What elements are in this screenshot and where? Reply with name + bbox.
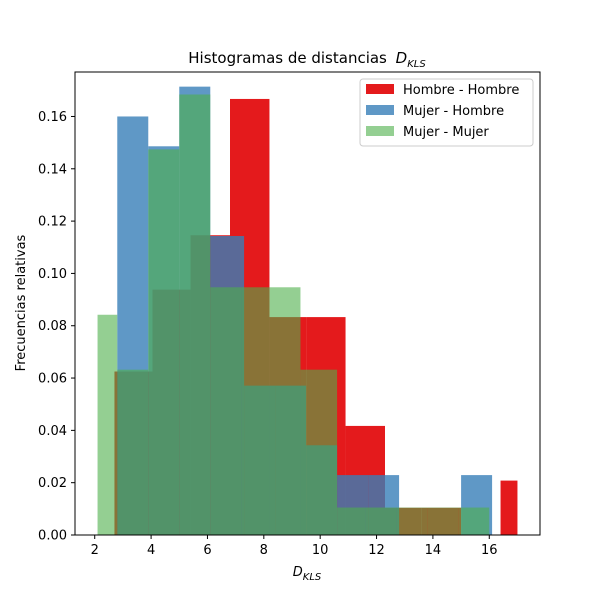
- histogram-bar: [97, 314, 118, 535]
- y-tick-label: 0.08: [38, 319, 67, 334]
- histogram-bar: [300, 369, 338, 535]
- y-tick-label: 0.10: [38, 267, 67, 282]
- y-tick-label: 0.04: [38, 424, 67, 439]
- legend-swatch: [366, 126, 394, 136]
- plot-frame: [74, 71, 541, 536]
- legend-label: Hombre - Hombre: [403, 83, 519, 98]
- y-tick-label: 0.12: [38, 215, 67, 230]
- histogram-bar: [458, 507, 490, 535]
- legend-box: [359, 78, 534, 147]
- x-tick-label: 2: [91, 543, 99, 558]
- y-axis-ticks: 0.00 0.02 0.04 0.06 0.08 0.10 0.12 0.14 0.16: [38, 110, 75, 544]
- histogram-bar: [148, 149, 180, 535]
- histogram-bar: [117, 369, 149, 535]
- y-tick-label: 0.14: [38, 162, 67, 177]
- x-axis-ticks: 2 4 6 8 10 12 14 16: [91, 535, 498, 558]
- y-tick-label: 0.00: [38, 529, 67, 544]
- histogram-bar: [500, 480, 518, 535]
- legend-swatch: [366, 105, 394, 115]
- histogram-bar: [241, 287, 270, 535]
- legend-swatch: [366, 84, 394, 94]
- histogram-bar: [179, 94, 211, 536]
- histogram-bar: [269, 287, 301, 535]
- histogram-bar: [365, 507, 397, 535]
- chart-title: Histogramas de distancias DKLS: [188, 49, 426, 70]
- histogram-bars: [97, 86, 518, 536]
- x-tick-label: 16: [481, 543, 498, 558]
- series-2: [97, 94, 490, 536]
- x-axis-label: DKLS: [293, 565, 322, 583]
- x-tick-label: 14: [425, 543, 442, 558]
- y-tick-label: 0.16: [38, 110, 67, 125]
- histogram-bar: [337, 507, 366, 535]
- legend-label: Mujer - Mujer: [403, 125, 489, 140]
- y-axis-label: Frecuencias relativas: [14, 234, 29, 371]
- x-tick-label: 8: [260, 543, 268, 558]
- y-tick-label: 0.06: [38, 372, 67, 387]
- histogram-bar: [396, 507, 428, 535]
- x-tick-label: 10: [312, 543, 329, 558]
- x-tick-label: 12: [368, 543, 385, 558]
- histogram-bar: [427, 507, 459, 535]
- y-tick-label: 0.02: [38, 476, 67, 491]
- x-tick-label: 4: [147, 543, 155, 558]
- histogram-bar: [210, 287, 242, 535]
- x-tick-label: 6: [203, 543, 211, 558]
- legend-label: Mujer - Hombre: [403, 104, 504, 119]
- legend: Hombre - Hombre Mujer - Hombre Mujer - Muj…: [359, 78, 534, 147]
